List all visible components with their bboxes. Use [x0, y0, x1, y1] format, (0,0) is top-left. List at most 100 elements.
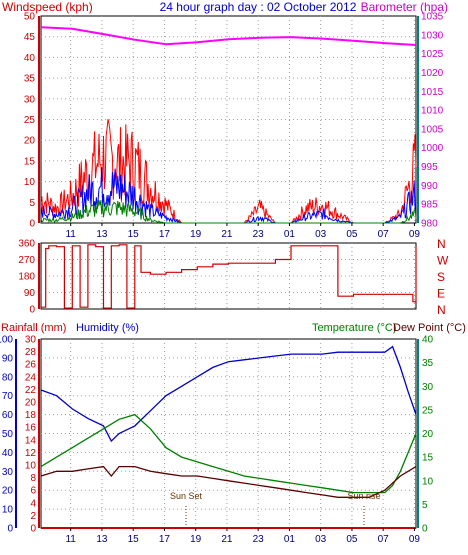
x-tick-label: 11 [65, 229, 76, 240]
y-tick-label: 270 [18, 255, 35, 266]
x-tick-label: 23 [253, 229, 265, 240]
y-tick-label: 14 [25, 435, 37, 446]
y-tick-label: 4 [30, 498, 36, 509]
y-tick-label: 0 [7, 524, 13, 535]
y-tick-label: 1025 [421, 49, 444, 60]
x-tick-label: 07 [378, 229, 390, 240]
x-tick-label: 17 [159, 534, 171, 545]
temperature-ticks: 0 5 10 15 20 25 30 35 40 [417, 335, 434, 535]
compass-label: W [437, 254, 449, 268]
humidity-line [40, 345, 417, 443]
x-tick-label: 15 [128, 229, 140, 240]
direction-grid [41, 243, 416, 309]
y-tick-label: 15 [24, 156, 36, 167]
y-tick-label: 980 [421, 219, 438, 230]
windspeed-ticks: 0 5 10 15 20 25 30 35 40 45 50 [24, 12, 40, 230]
sunrise-annotation: Sun rise [347, 491, 380, 501]
compass-label: S [437, 270, 445, 284]
y-tick-label: 45 [24, 32, 36, 43]
barometer-axis-label: Barometer (hpa) [361, 0, 448, 14]
y-tick-label: 0 [29, 305, 35, 316]
x-tick-label: 21 [221, 229, 233, 240]
y-tick-label: 20 [25, 398, 37, 409]
y-tick-label: 180 [18, 272, 35, 283]
y-tick-label: 22 [25, 385, 37, 396]
y-tick-label: 10 [24, 177, 36, 188]
x-tick-label: 17 [159, 229, 171, 240]
lull-line [40, 200, 417, 224]
rht-grid [41, 339, 416, 528]
compass-label: E [437, 287, 445, 301]
y-tick-label: 0 [30, 524, 36, 535]
barometer-line [40, 26, 417, 46]
rht-series [40, 345, 417, 529]
y-tick-label: 18 [25, 410, 37, 421]
y-tick-label: 80 [2, 372, 14, 383]
windspeed-axis-label: Windspeed (kph) [2, 0, 93, 14]
direction-ticks: 0 90 180 270 360 [18, 239, 40, 316]
y-tick-label: 15 [422, 453, 434, 464]
graph-title: 24 hour graph day : 02 October 2012 [160, 0, 357, 14]
y-tick-label: 1015 [421, 87, 444, 98]
y-tick-label: 20 [24, 136, 36, 147]
x-tick-label: 19 [190, 229, 202, 240]
y-tick-label: 20 [422, 429, 434, 440]
y-tick-label: 25 [24, 115, 36, 126]
x-tick-label: 13 [96, 229, 108, 240]
y-tick-label: 40 [2, 448, 14, 459]
y-tick-label: 28 [25, 347, 37, 358]
y-tick-label: 1000 [421, 143, 444, 154]
y-tick-label: 1010 [421, 106, 444, 117]
x-tick-label: 09 [409, 229, 421, 240]
y-tick-label: 40 [422, 335, 434, 346]
x-tick-label: 05 [346, 229, 358, 240]
y-tick-label: 25 [422, 405, 434, 416]
y-tick-label: 24 [25, 372, 37, 383]
y-tick-label: 5 [422, 500, 428, 511]
sunset-annotation: Sun Set [170, 491, 203, 501]
y-tick-label: 5 [29, 198, 35, 209]
dewpoint-axis-label: Dew Point (°C) [393, 322, 466, 334]
y-tick-label: 1020 [421, 68, 444, 79]
direction-series [41, 244, 417, 309]
y-tick-label: 50 [2, 429, 14, 440]
y-tick-label: 30 [2, 467, 14, 478]
y-tick-label: 990 [421, 181, 438, 192]
y-tick-label: 10 [2, 505, 14, 516]
compass-label: N [437, 237, 446, 251]
y-tick-label: 8 [30, 473, 36, 484]
y-tick-label: 50 [24, 12, 36, 23]
y-tick-label: 90 [2, 353, 14, 364]
x-tick-label: 03 [315, 229, 327, 240]
y-tick-label: 26 [25, 360, 37, 371]
humidity-axis-label: Humidity (%) [76, 322, 139, 334]
y-tick-label: 6 [30, 486, 36, 497]
humidity-ticks: 0 10 20 30 40 50 60 70 80 90 100 [0, 335, 17, 535]
compass-label: N [437, 303, 446, 317]
y-tick-label: 30 [422, 382, 434, 393]
y-tick-label: 2 [30, 511, 36, 522]
y-tick-label: 30 [24, 94, 36, 105]
y-tick-label: 70 [2, 391, 14, 402]
x-tick-label: 15 [128, 534, 140, 545]
wind-series [40, 26, 417, 224]
rainfall-axis-label: Rainfall (mm) [1, 322, 66, 334]
y-tick-label: 20 [2, 486, 14, 497]
y-tick-label: 1035 [421, 12, 444, 23]
x-tick-label: 05 [346, 534, 358, 545]
y-tick-label: 90 [24, 288, 36, 299]
x-tick-label: 03 [315, 534, 327, 545]
x-tick-label: 01 [284, 534, 296, 545]
y-tick-label: 1005 [421, 124, 444, 135]
y-tick-label: 985 [421, 200, 438, 211]
direction-line [41, 244, 417, 309]
y-tick-label: 100 [0, 335, 13, 346]
wind-x-ticks: 11 13 15 17 19 21 23 01 03 05 07 09 [65, 223, 420, 240]
x-tick-label: 23 [253, 534, 265, 545]
y-tick-label: 60 [2, 410, 14, 421]
y-tick-label: 35 [422, 358, 434, 369]
y-tick-label: 0 [29, 219, 35, 230]
y-tick-label: 10 [422, 476, 434, 487]
